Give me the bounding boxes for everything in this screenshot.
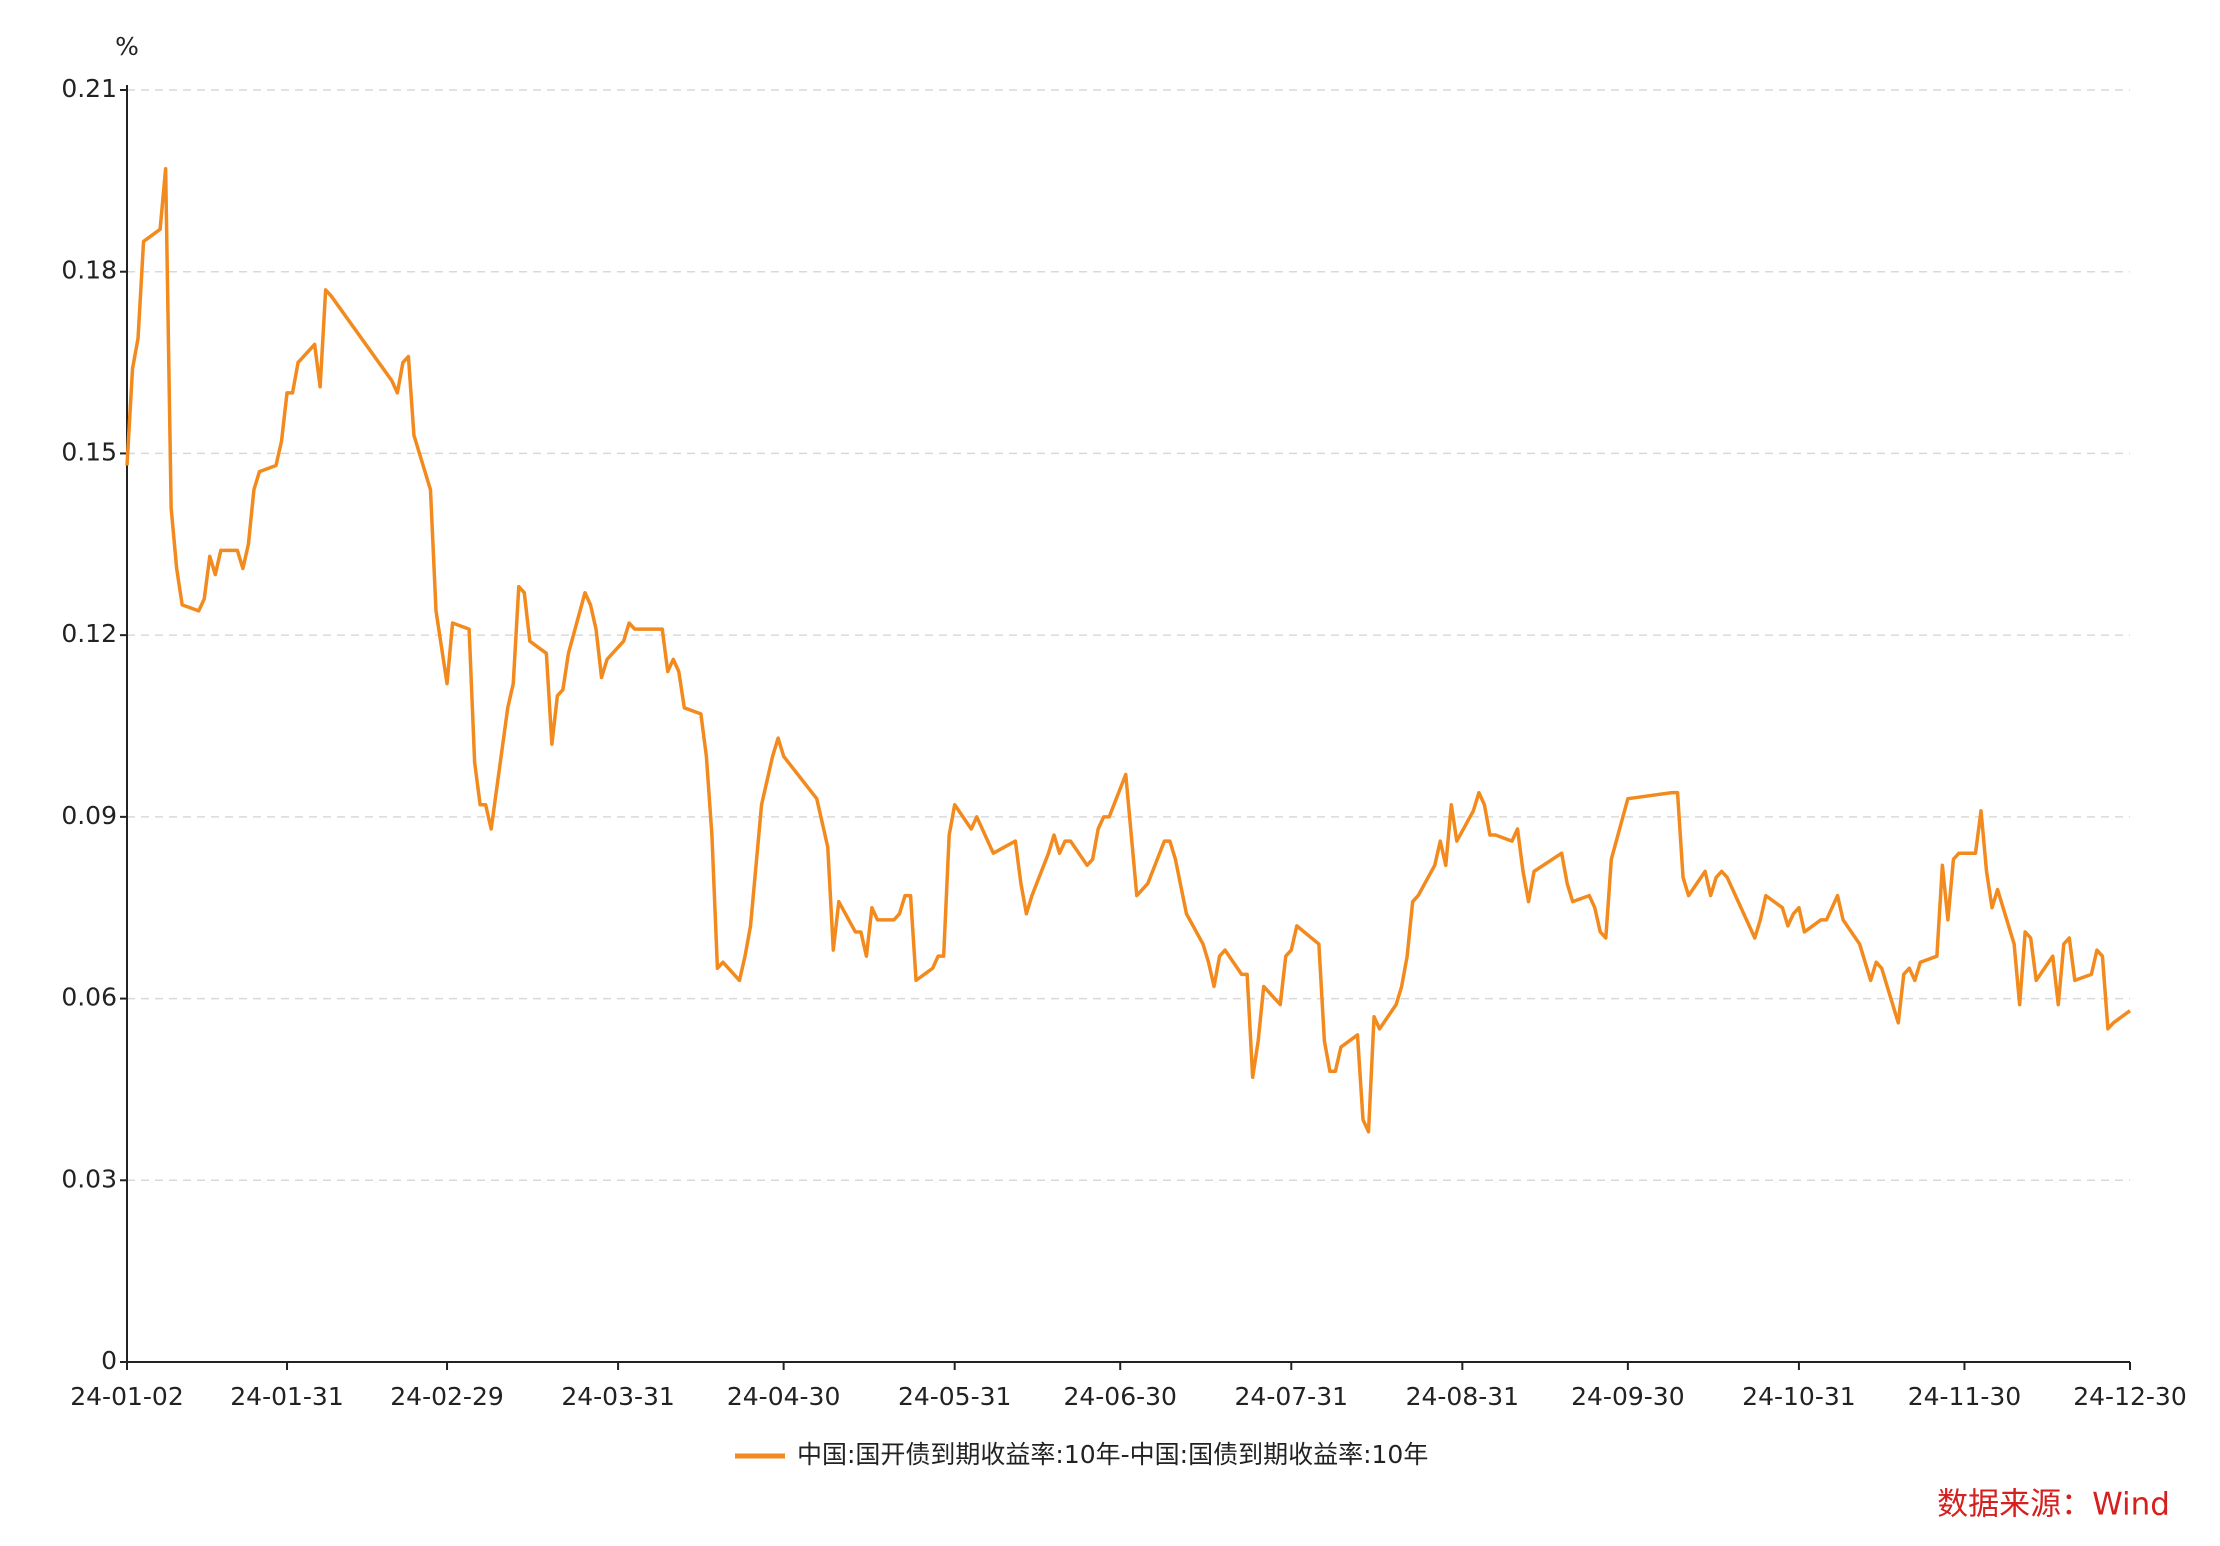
x-tick-label: 24-09-30 [1571,1382,1684,1411]
x-tick-label: 24-10-31 [1742,1382,1855,1411]
x-tick-label: 24-11-30 [1908,1382,2021,1411]
x-tick-label: 24-01-31 [230,1382,343,1411]
y-tick-label: 0.15 [61,437,117,466]
y-axis-unit: % [115,32,139,61]
y-tick-label: 0.12 [61,619,117,648]
x-tick-label: 24-02-29 [390,1382,503,1411]
data-line [125,166,2132,1134]
x-tick-label: 24-03-31 [561,1382,674,1411]
y-tick-label: 0.06 [61,983,117,1012]
source-note: 数据来源：Wind [1937,1487,2170,1523]
y-tick-label: 0.03 [61,1164,117,1193]
x-tick-label: 24-12-30 [2073,1382,2186,1411]
x-tick-label: 24-08-31 [1406,1382,1519,1411]
x-tick-label: 24-07-31 [1235,1382,1348,1411]
x-tick-label: 24-01-02 [70,1382,183,1411]
y-tick-label: 0 [101,1346,117,1375]
x-tick-label: 24-04-30 [727,1382,840,1411]
y-tick-label: 0.18 [61,256,117,285]
x-tick-label: 24-05-31 [898,1382,1011,1411]
legend-label: 中国:国开债到期收益率:10年-中国:国债到期收益率:10年 [797,1440,1428,1469]
y-tick-label: 0.21 [61,74,117,103]
x-tick-label: 24-06-30 [1063,1382,1176,1411]
y-tick-label: 0.09 [61,801,117,830]
